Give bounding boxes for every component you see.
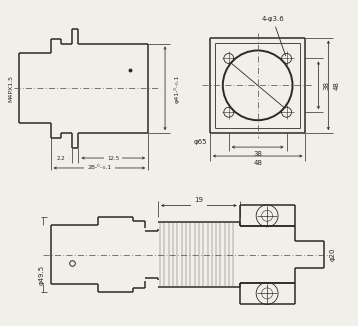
Text: φ65: φ65 xyxy=(193,139,207,145)
Text: 48: 48 xyxy=(253,160,262,166)
Text: 38: 38 xyxy=(253,151,262,157)
Text: 28-⁰₋₀.1: 28-⁰₋₀.1 xyxy=(87,166,111,170)
Text: 2.2: 2.2 xyxy=(57,156,66,160)
Text: 12.5: 12.5 xyxy=(107,156,120,160)
Text: φ41-⁰₋₀.1: φ41-⁰₋₀.1 xyxy=(174,74,180,103)
Text: M4PX1.5: M4PX1.5 xyxy=(8,75,13,102)
Text: 4-φ3.6: 4-φ3.6 xyxy=(261,16,286,56)
Text: 19: 19 xyxy=(194,197,203,202)
Text: 38: 38 xyxy=(323,81,329,90)
Text: φ20: φ20 xyxy=(329,248,335,261)
Text: φ49.5: φ49.5 xyxy=(39,265,45,286)
Text: 48: 48 xyxy=(333,81,339,90)
